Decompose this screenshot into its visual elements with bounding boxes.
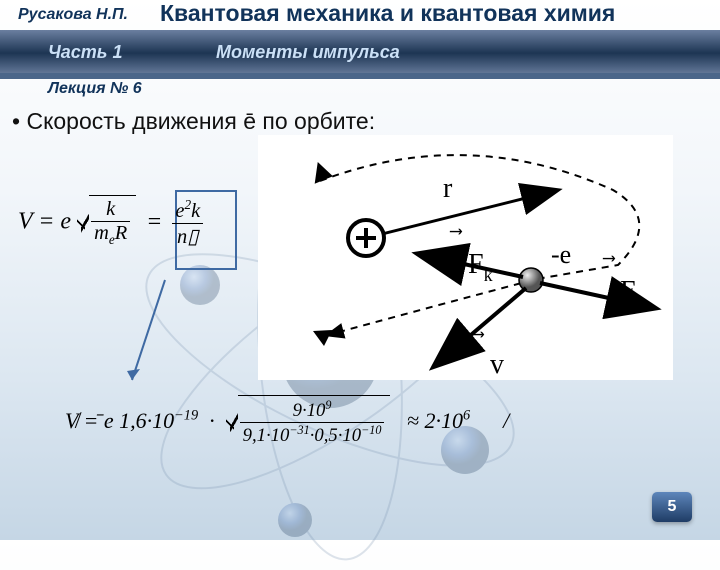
arrow-to-formula2 — [120, 275, 180, 395]
frac1-den: meR — [91, 222, 130, 248]
formula1-lhs: V = e — [18, 209, 71, 235]
frac2: e2k n▯ — [172, 197, 203, 249]
formula1-eq: = — [142, 209, 166, 235]
f2-trail: / — [503, 408, 509, 433]
fk-label: Fk — [468, 249, 493, 285]
lecture-label: Лекция № 6 — [48, 80, 142, 98]
sqrt-1: k meR — [77, 195, 136, 248]
orbit-diagram: r -e ⃗ Fk ⃗ Fi ⃗ v — [258, 135, 673, 380]
r-label: r — [443, 173, 453, 204]
svg-text:⃗: ⃗ — [602, 255, 616, 262]
f2-coef: 1,6·10−19 — [119, 408, 203, 433]
part-label: Часть 1 — [48, 42, 122, 63]
frac1-num: k — [91, 198, 130, 222]
topic-label: Моменты импульса — [216, 42, 400, 63]
bullet-text: Скорость движения ē по орбите: — [12, 108, 375, 135]
f2-approx: ≈ 2·106 — [407, 408, 476, 433]
f2-lhs: V̸ =̄ e — [65, 408, 114, 433]
course-title: Квантовая механика и квантовая химия — [160, 0, 615, 27]
fi-label: Fi — [620, 276, 641, 312]
formula-velocity-symbolic: V = e k meR = e2k n▯ — [18, 195, 203, 249]
sqrt-2: 9·109 9,1·10−31·0,5·10−10 — [226, 395, 391, 447]
author-name: Русакова Н.П. — [18, 6, 128, 24]
svg-text:⃗: ⃗ — [449, 228, 463, 235]
formula-velocity-numeric: V̸ =̄ e 1,6·10−19 · 9·109 9,1·10−31·0,5·… — [65, 395, 509, 447]
header-stripe-thin — [0, 73, 720, 79]
minus-e-label: -e — [551, 240, 571, 269]
v-label: v — [490, 349, 504, 380]
page-number: 5 — [652, 492, 692, 522]
